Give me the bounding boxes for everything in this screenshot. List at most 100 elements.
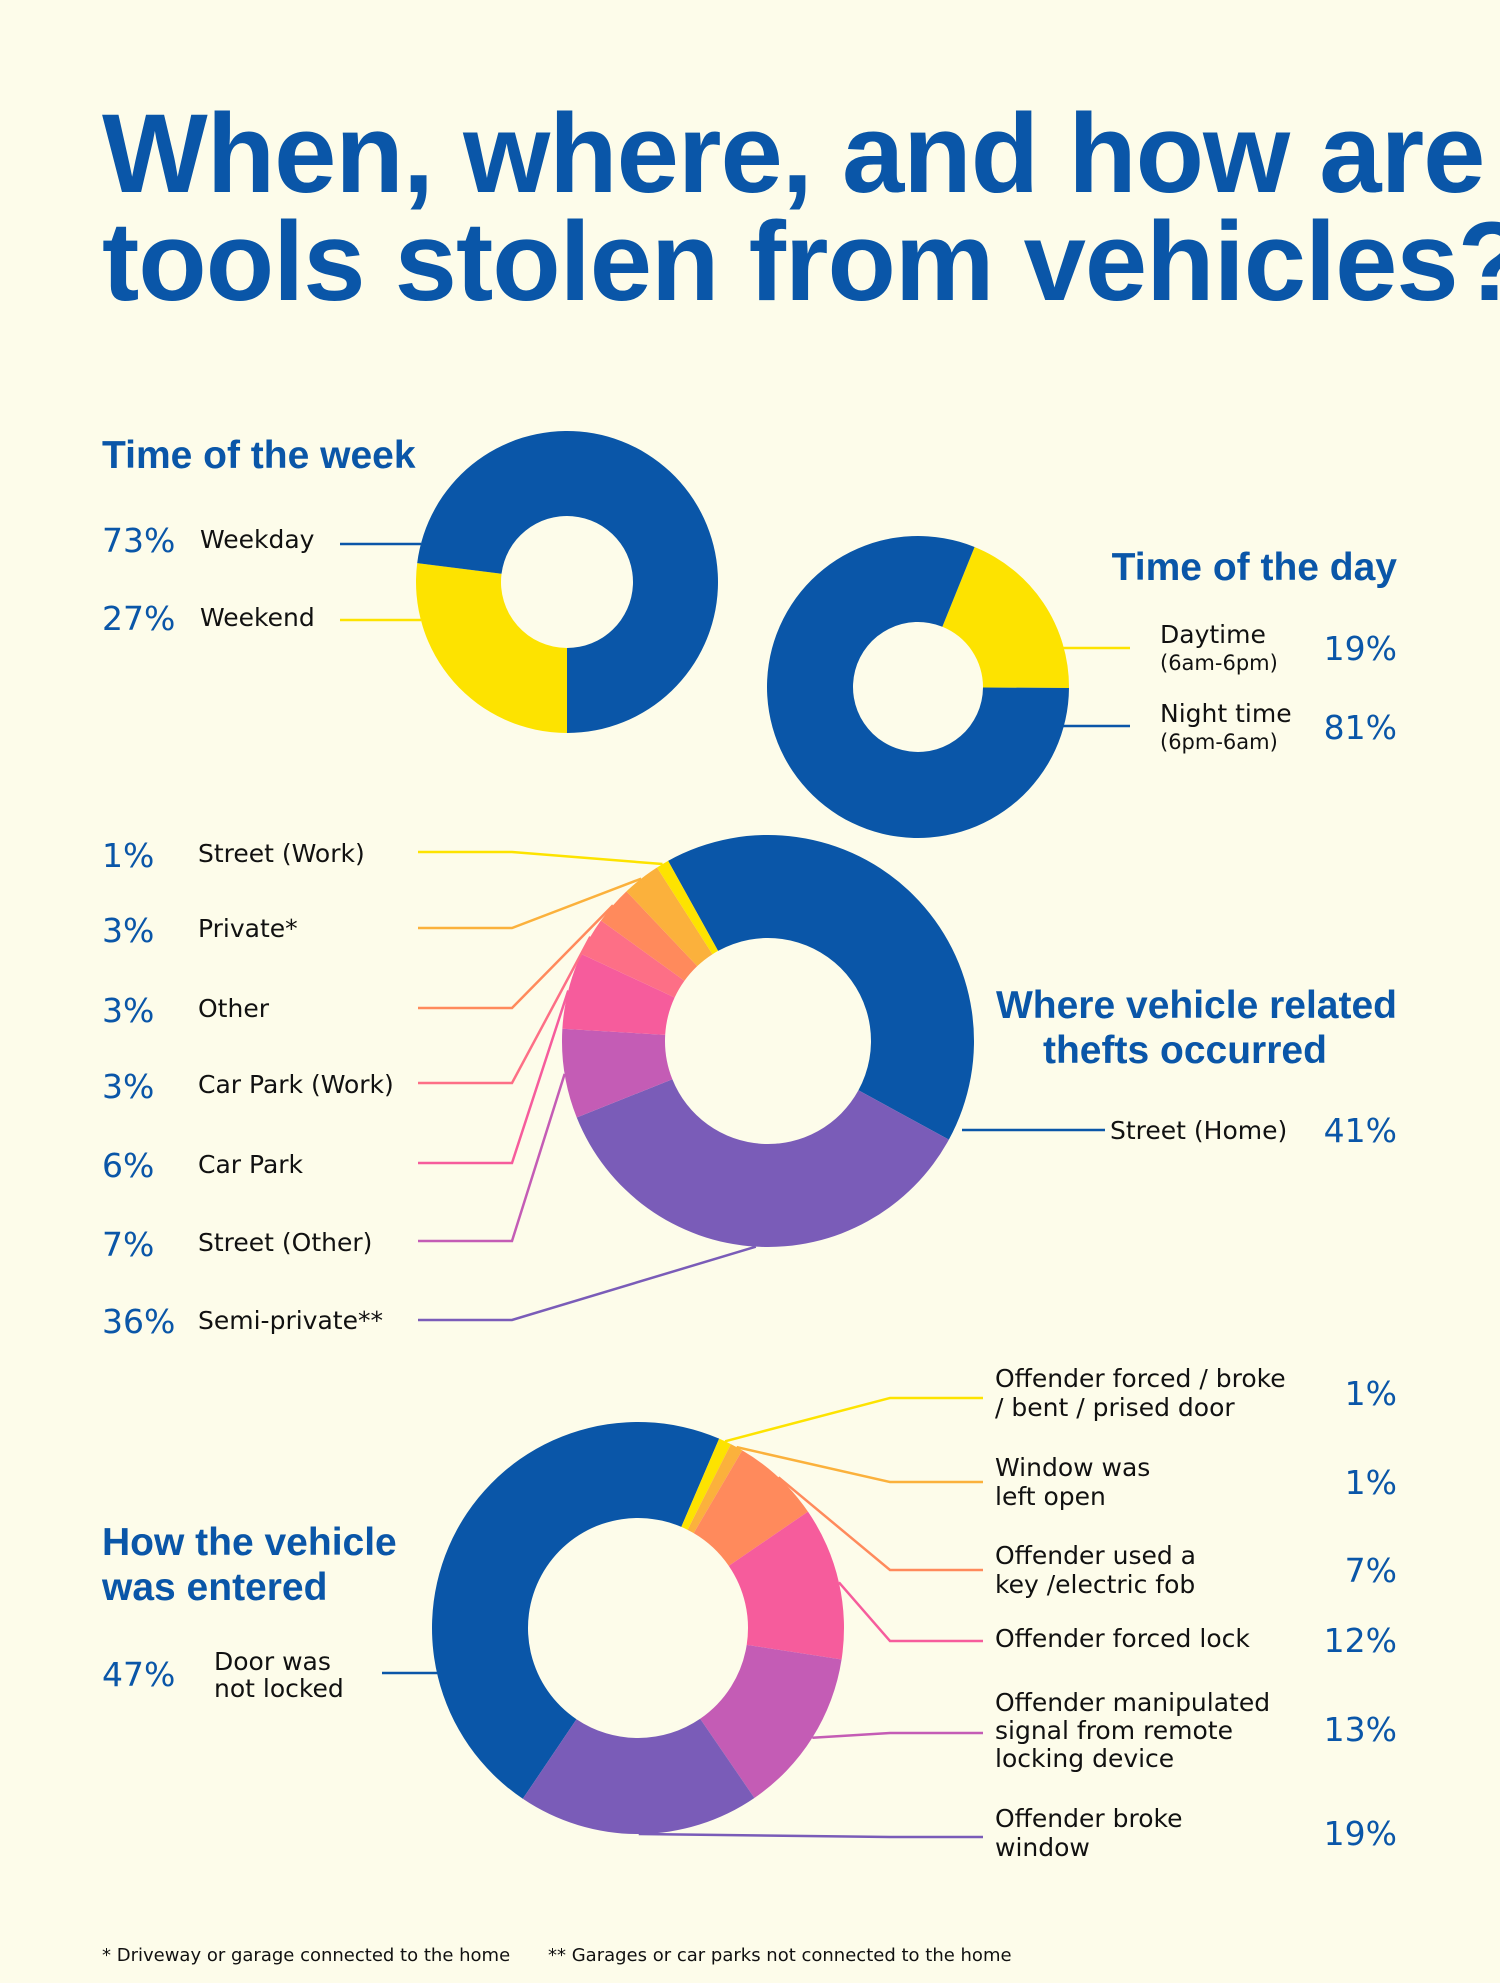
donut-how-entered [432,1422,844,1834]
day-slice-1 [767,536,1069,838]
label-street-work: Street (Work) [198,839,365,868]
how-slice-0 [432,1422,720,1799]
leader-how-3 [837,1581,983,1643]
label-weekend: Weekend [200,603,315,632]
pct-forced-door: 1% [1345,1374,1397,1413]
leader-where-5 [418,904,614,1010]
label-window-open-line-1: Window was [995,1453,1150,1482]
leader-how-1 [638,1832,983,1839]
label-weekday: Weekday [200,525,315,554]
label-daytime: Daytime [1160,620,1266,649]
leader-how-4 [777,1476,983,1572]
pct-window-open: 1% [1345,1463,1397,1502]
label-street-home: Street (Home) [1110,1116,1287,1145]
pct-door-not-locked: 47% [102,1655,175,1694]
donut-time-of-week [415,431,718,733]
sublabel-daytime: (6am-6pm) [1160,651,1278,675]
leader-lines-where-thefts [418,850,1105,1322]
label-street-other: Street (Other) [198,1228,372,1257]
chart-title-how-line-2: was entered [101,1566,327,1609]
chart-how-entered: How the vehicle was entered 47% Door was… [101,1364,1397,1862]
pct-semi-private: 36% [102,1302,175,1341]
label-remote-signal-line-2: signal from remote [995,1716,1233,1745]
where-slice-5 [600,891,698,981]
label-semi-private: Semi-private** [198,1306,383,1335]
where-slice-1 [576,1079,949,1247]
label-car-park: Car Park [198,1150,304,1179]
pct-key-fob: 7% [1345,1551,1397,1590]
label-door-not-locked-line-2: not locked [214,1674,344,1703]
pct-remote-signal: 13% [1324,1710,1397,1749]
leader-lines-how-entered [382,1396,983,1839]
label-broke-window-line-2: window [995,1833,1090,1862]
where-slice-6 [626,867,713,967]
pct-street-home: 41% [1324,1111,1397,1150]
pct-broke-window: 19% [1324,1814,1397,1853]
chart-where-thefts: Where vehicle related thefts occurred St… [102,835,1397,1341]
where-slice-7 [657,860,719,955]
pct-car-park: 6% [102,1146,154,1185]
day-slice-0 [942,546,1069,689]
pct-weekend: 27% [102,599,175,638]
label-forced-lock: Offender forced lock [995,1624,1250,1653]
how-slice-1 [522,1718,755,1834]
chart-title-how-line-1: How the vehicle [102,1521,397,1564]
pct-forced-lock: 12% [1324,1621,1397,1660]
sublabel-night-time: (6pm-6am) [1160,730,1278,754]
label-remote-signal-line-3: locking device [995,1744,1174,1773]
how-slice-6 [681,1438,731,1530]
how-slice-3 [728,1511,844,1660]
label-key-fob-line-2: key /electric fob [995,1570,1195,1599]
label-other: Other [198,994,270,1023]
leader-where-3 [418,990,570,1165]
chart-title-where-line-2: thefts occurred [1043,1029,1327,1072]
pct-car-park-work: 3% [102,1067,154,1106]
footnote-private: * Driveway or garage connected to the ho… [102,1945,510,1966]
how-slice-2 [700,1644,842,1798]
leader-lines-time-of-day [1060,646,1130,728]
donut-time-of-day [767,536,1069,838]
label-forced-door-line-2: / bent / prised door [995,1393,1235,1422]
pct-street-work: 1% [102,836,154,875]
leader-lines-time-of-week [340,542,421,622]
label-key-fob-line-1: Offender used a [995,1541,1196,1570]
pct-daytime: 19% [1324,629,1397,668]
leader-where-7 [418,850,663,866]
label-forced-door-line-1: Offender forced / broke [995,1364,1286,1393]
donut-where-thefts [562,835,974,1247]
pct-weekday: 73% [102,521,175,560]
page-title-line-2: tools stolen from vehicles? [102,199,1500,324]
how-slice-5 [687,1444,743,1534]
week-slice-1 [415,563,567,733]
chart-title-time-of-day: Time of the day [1112,546,1398,589]
leader-where-1 [418,1245,757,1322]
leader-how-5 [736,1445,983,1484]
label-night-time: Night time [1160,699,1292,728]
where-slice-0 [668,835,974,1140]
leader-how-2 [812,1731,983,1740]
where-slice-4 [581,920,685,998]
label-window-open-line-2: left open [995,1482,1106,1511]
label-private: Private* [198,914,298,943]
page-title-line-1: When, where, and how are [102,91,1484,216]
chart-title-where-line-1: Where vehicle related [996,984,1397,1027]
label-remote-signal-line-1: Offender manipulated [995,1688,1270,1717]
chart-time-of-week: Time of the week 73% Weekday 27% Weekend [102,431,718,733]
label-broke-window-line-1: Offender broke [995,1804,1182,1833]
leader-where-6 [418,877,642,930]
leader-where-2 [418,1073,566,1243]
where-slice-3 [562,953,675,1035]
pct-street-other: 7% [102,1225,154,1264]
label-door-not-locked-line-1: Door was [214,1647,331,1676]
pct-night-time: 81% [1324,708,1397,747]
pct-other: 3% [102,991,154,1030]
footnote-semi-private: ** Garages or car parks not connected to… [548,1945,1012,1966]
label-car-park-work: Car Park (Work) [198,1070,394,1099]
leader-how-6 [724,1396,983,1443]
leader-where-4 [418,936,592,1085]
week-slice-0 [417,431,718,733]
where-slice-2 [562,1028,673,1118]
chart-title-time-of-week: Time of the week [102,434,416,477]
chart-time-of-day: Time of the day Daytime (6am-6pm) 19% Ni… [767,536,1397,838]
